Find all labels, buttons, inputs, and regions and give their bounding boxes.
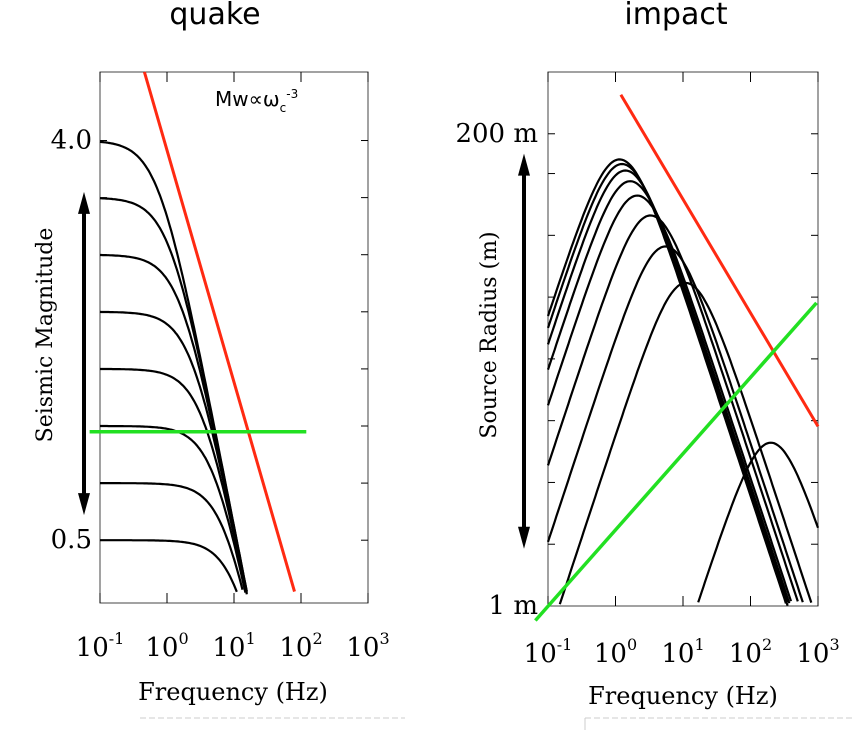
quake-spectrum-curve	[99, 140, 248, 592]
quake-title: quake	[169, 0, 260, 32]
quake-spectrum-curve	[100, 253, 248, 594]
impact-x-axis-label: Frequency (Hz)	[588, 682, 778, 710]
quake-spectra-curves	[99, 140, 248, 595]
quake-panel: quake Seismic Magnitude 4.00.5 10-1 100 10…	[33, 0, 390, 706]
quake-x-axis-label: Frequency (Hz)	[138, 678, 328, 706]
impact-y-axis-label: Source Radius (m)	[477, 231, 502, 438]
impact-y-tick-labels: 200 m 1 m	[455, 119, 538, 621]
quake-y-axis-label: Seismic Magnitude	[33, 228, 58, 443]
impact-arrow-head-down	[518, 526, 530, 549]
y-tick-label: 4.0	[51, 126, 92, 156]
impact-spectrum-curve	[546, 245, 804, 603]
quake-y-tick-labels: 4.0 0.5	[51, 126, 92, 556]
impact-spectra-curves	[546, 158, 820, 606]
x-tick-label: 103	[796, 635, 839, 669]
impact-reference-line	[534, 301, 818, 622]
quake-magnitude-range-arrow	[78, 191, 90, 516]
quake-spectrum-curve	[100, 424, 247, 593]
impact-spectrum-curve	[546, 214, 799, 602]
impact-panel: impact Source Radius (m) 200 m1 m 10-1 10…	[455, 0, 839, 710]
y-tick-label: 200 m	[455, 119, 538, 149]
impact-spectrum-curve	[558, 281, 813, 605]
impact-spectrum-curve	[546, 194, 793, 602]
impact-spectrum-curve	[697, 441, 820, 603]
x-tick-label: 101	[661, 635, 704, 669]
quake-spectrum-curve	[99, 310, 248, 595]
y-tick-label: 0.5	[51, 525, 92, 555]
x-tick-label: 100	[594, 635, 637, 669]
x-tick-label: 101	[212, 629, 255, 663]
x-tick-label: 100	[145, 629, 188, 663]
quake-spectrum-curve	[100, 539, 238, 593]
impact-scaling-line	[619, 93, 820, 428]
x-tick-label: 10-1	[76, 629, 125, 663]
impact-spectrum-curve	[546, 180, 791, 604]
quake-scaling-line	[142, 71, 296, 592]
quake-spectrum-curve	[100, 482, 244, 590]
quake-x-tick-labels: 10-1 100 101 102 103	[76, 629, 390, 663]
x-tick-label: 10-1	[524, 635, 573, 669]
quake-arrow-head-down	[78, 493, 90, 516]
x-tick-label: 103	[346, 629, 389, 663]
x-tick-label: 102	[279, 629, 322, 663]
y-tick-label: 1 m	[489, 591, 538, 621]
impact-x-tick-labels: 10-1 100 101 102 103	[524, 635, 840, 669]
impact-arrow-head-up	[518, 153, 530, 176]
quake-spectrum-curve	[100, 367, 247, 590]
impact-title: impact	[624, 0, 727, 32]
quake-arrow-head-up	[78, 191, 90, 214]
x-tick-label: 102	[729, 635, 772, 669]
quake-scaling-annotation: Mw∝ωc-3	[215, 87, 298, 115]
impact-radius-range-arrow	[518, 153, 530, 549]
